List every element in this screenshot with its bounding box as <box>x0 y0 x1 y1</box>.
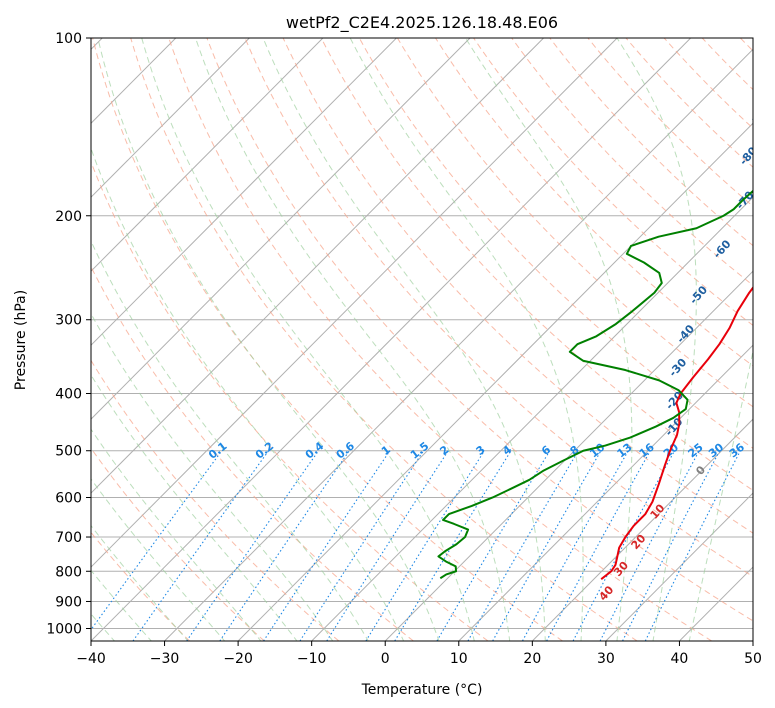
moist-adiabat-line <box>195 38 511 641</box>
moist-adiabat-line <box>465 38 633 641</box>
x-tick-label: 40 <box>671 651 689 667</box>
dewpoint-line <box>437 189 753 580</box>
dry-adiabat-line <box>473 38 753 326</box>
dry-adiabat-label: -90 <box>747 101 770 125</box>
dry-adiabat-line <box>206 38 753 622</box>
mixing-ratio-line <box>622 450 721 641</box>
dry-adiabat-line <box>511 38 753 286</box>
profile-lines <box>437 189 753 580</box>
x-axis-title: Temperature (°C) <box>361 682 483 698</box>
x-tick-label: −40 <box>76 651 106 667</box>
dry-adiabat-line <box>91 265 414 641</box>
dry-adiabat-line <box>130 38 638 641</box>
moist-adiabat-line <box>91 147 405 641</box>
x-tick-label: −20 <box>223 651 253 667</box>
dry-adiabat-line <box>91 447 265 641</box>
y-tick-label: 1000 <box>46 621 82 637</box>
mixing-ratio-line <box>219 450 350 641</box>
plot-frame <box>90 37 754 642</box>
moist-adiabat-line <box>91 239 369 641</box>
isotherm-line <box>164 48 753 641</box>
isotherm-line <box>91 38 692 641</box>
x-tick-label: 50 <box>744 651 762 667</box>
moist-adiabat-line <box>91 312 334 641</box>
dry-adiabat-line <box>91 359 340 641</box>
dry-adiabat-line <box>168 38 713 641</box>
mixing-ratio-line <box>546 450 651 641</box>
y-axis: 100 200 300 400 500 600 700 800 900 1000 <box>46 31 91 637</box>
isotherm-line <box>91 38 324 272</box>
moist-adiabat-line <box>91 524 189 641</box>
mixing-ratio-line <box>263 450 391 641</box>
x-tick-label: −10 <box>297 651 327 667</box>
dry-adiabat-line <box>320 38 753 491</box>
temperature-line <box>600 285 753 580</box>
y-tick-label: 600 <box>55 490 82 506</box>
isotherm-line <box>91 38 397 346</box>
background-lines <box>91 38 753 641</box>
moist-adiabat-line <box>688 348 753 641</box>
y-axis-title: Pressure (hPa) <box>13 290 29 390</box>
y-tick-label: 800 <box>55 564 82 580</box>
moist-adiabat-line <box>616 38 697 641</box>
mixing-ratio-line <box>186 450 319 641</box>
moist-adiabat-line <box>97 38 440 641</box>
isotherm-line <box>605 492 753 641</box>
y-tick-label: 200 <box>55 209 82 225</box>
x-tick-label: 0 <box>381 651 390 667</box>
dry-adiabat-line <box>244 38 753 578</box>
mixing-ratio-line <box>521 450 629 641</box>
moist-adiabat-line <box>91 428 262 641</box>
x-tick-label: 20 <box>523 651 541 667</box>
isotherm-line <box>531 418 753 641</box>
y-tick-label: 700 <box>55 530 82 546</box>
mixing-ratio-line <box>492 450 602 641</box>
isotherm-line <box>91 38 471 420</box>
moist-adiabat-line <box>141 38 475 641</box>
isotherm-line <box>237 122 753 641</box>
chart-title: wetPf2_C2E4.2025.126.18.48.E06 <box>286 13 558 33</box>
moist-adiabat-line <box>91 374 298 641</box>
y-tick-label: 500 <box>55 444 82 460</box>
y-tick-label: 100 <box>55 31 82 47</box>
x-axis: −40 −30 −20 −10 0 10 20 30 40 50 <box>76 641 762 667</box>
y-tick-label: 400 <box>55 387 82 403</box>
mixing-ratio-line <box>394 450 512 641</box>
x-tick-label: −30 <box>150 651 180 667</box>
dry-adiabat-line <box>92 38 563 641</box>
x-tick-label: 30 <box>597 651 615 667</box>
moist-adiabat-line <box>262 38 546 641</box>
mixing-ratio-line <box>644 450 741 641</box>
isotherm-line <box>91 38 250 198</box>
y-tick-label: 900 <box>55 594 82 610</box>
mixing-ratio-line <box>91 450 223 631</box>
y-tick-label: 300 <box>55 313 82 329</box>
mixing-ratio-line <box>299 450 425 641</box>
isotherm-line <box>91 38 544 494</box>
mixing-ratio-line <box>326 450 449 641</box>
isotherm-line <box>458 344 753 641</box>
moist-adiabat-line <box>91 569 153 641</box>
dry-adiabat-line <box>282 38 753 534</box>
isotherm-line <box>384 270 753 641</box>
moist-adiabat-line <box>91 478 226 641</box>
mixing-ratio-line <box>132 450 270 641</box>
isotherm-line <box>91 38 618 568</box>
mixing-ratio-line <box>365 450 485 641</box>
x-tick-label: 10 <box>450 651 468 667</box>
